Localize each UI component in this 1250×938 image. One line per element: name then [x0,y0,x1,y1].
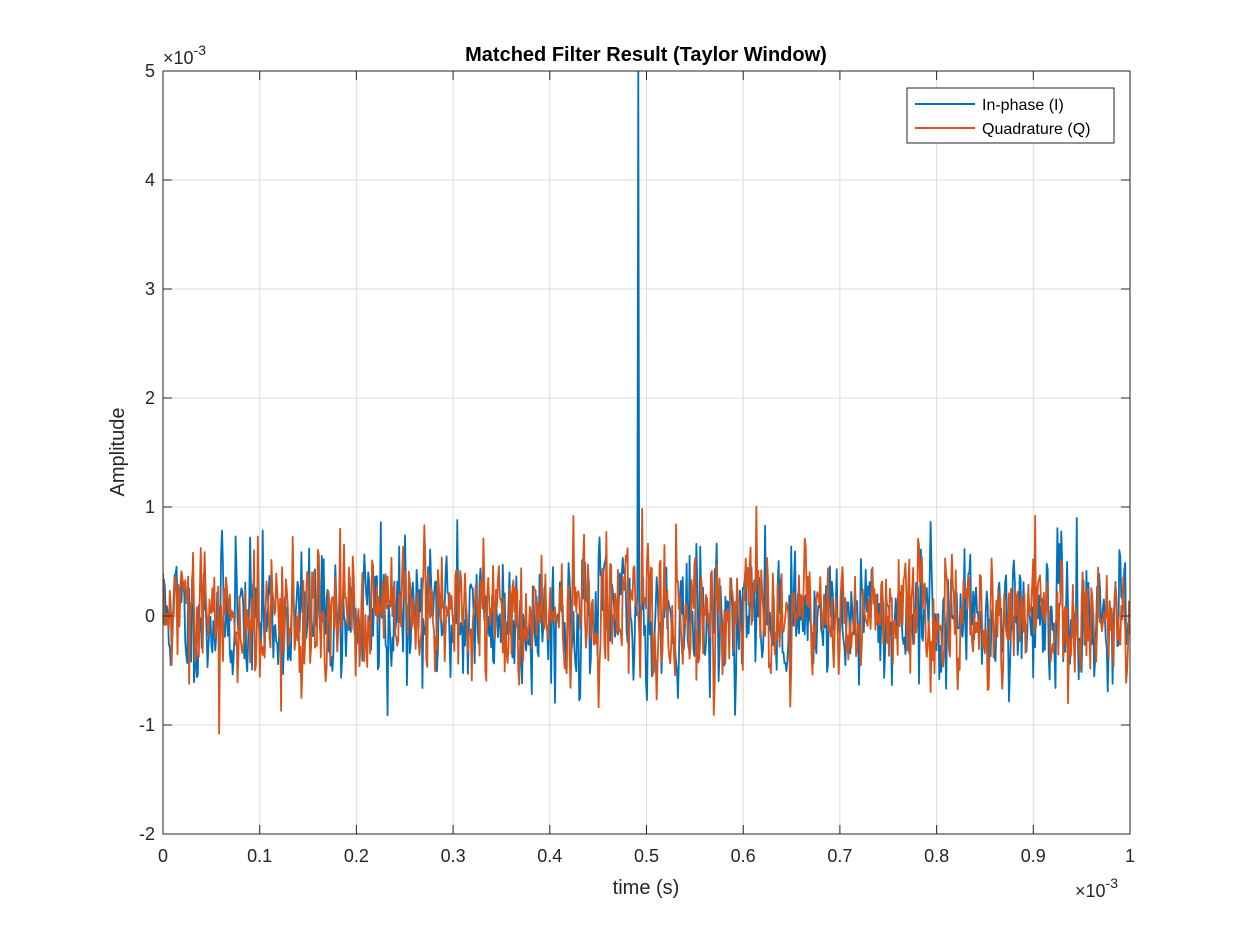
chart-title: Matched Filter Result (Taylor Window) [465,44,827,66]
x-axis-label: time (s) [613,877,680,899]
x-tick-labels: 0 0.1 0.2 0.3 0.4 0.5 0.6 0.7 0.8 0.9 1 [158,846,1135,866]
x-tick-label: 0 [158,846,168,866]
x-axis-multiplier: ×10-3 [1075,875,1118,901]
y-tick-label: 0 [145,606,155,626]
y-axis-label: Amplitude [107,408,129,497]
series-line-quadrature-q [163,505,1130,735]
legend-box [906,87,1115,144]
legend-label-quadrature: Quadrature (Q) [982,121,1090,138]
y-multiplier-base: ×10 [163,48,194,68]
series-line-in-phase-i [163,71,1130,717]
y-tick-label: 3 [145,279,155,299]
x-tick-label: 0.1 [247,846,272,866]
legend: In-phase (I) Quadrature (Q) [906,87,1115,144]
grid-lines [163,71,1130,834]
x-tick-label: 0.3 [441,846,466,866]
x-tick-label: 0.2 [344,846,369,866]
x-tick-label: 0.7 [827,846,852,866]
tick-marks [162,70,1131,835]
x-tick-label: 1 [1125,846,1135,866]
y-multiplier-exponent: -3 [194,42,207,58]
x-multiplier-exponent: -3 [1106,875,1119,891]
y-tick-label: 2 [145,388,155,408]
y-tick-label: 5 [145,61,155,81]
x-tick-label: 0.5 [634,846,659,866]
y-tick-label: -2 [139,824,155,844]
y-tick-label: 1 [145,497,155,517]
y-axis-multiplier: ×10-3 [163,42,206,68]
x-tick-label: 0.9 [1021,846,1046,866]
x-tick-label: 0.8 [924,846,949,866]
x-tick-label: 0.4 [537,846,562,866]
y-tick-label: 4 [145,170,155,190]
x-tick-label: 0.6 [731,846,756,866]
series-layer [163,71,1130,735]
x-multiplier-base: ×10 [1075,881,1106,901]
y-tick-labels: -2 -1 0 1 2 3 4 5 [139,61,155,844]
legend-label-in-phase: In-phase (I) [982,97,1064,114]
y-tick-label: -1 [139,715,155,735]
